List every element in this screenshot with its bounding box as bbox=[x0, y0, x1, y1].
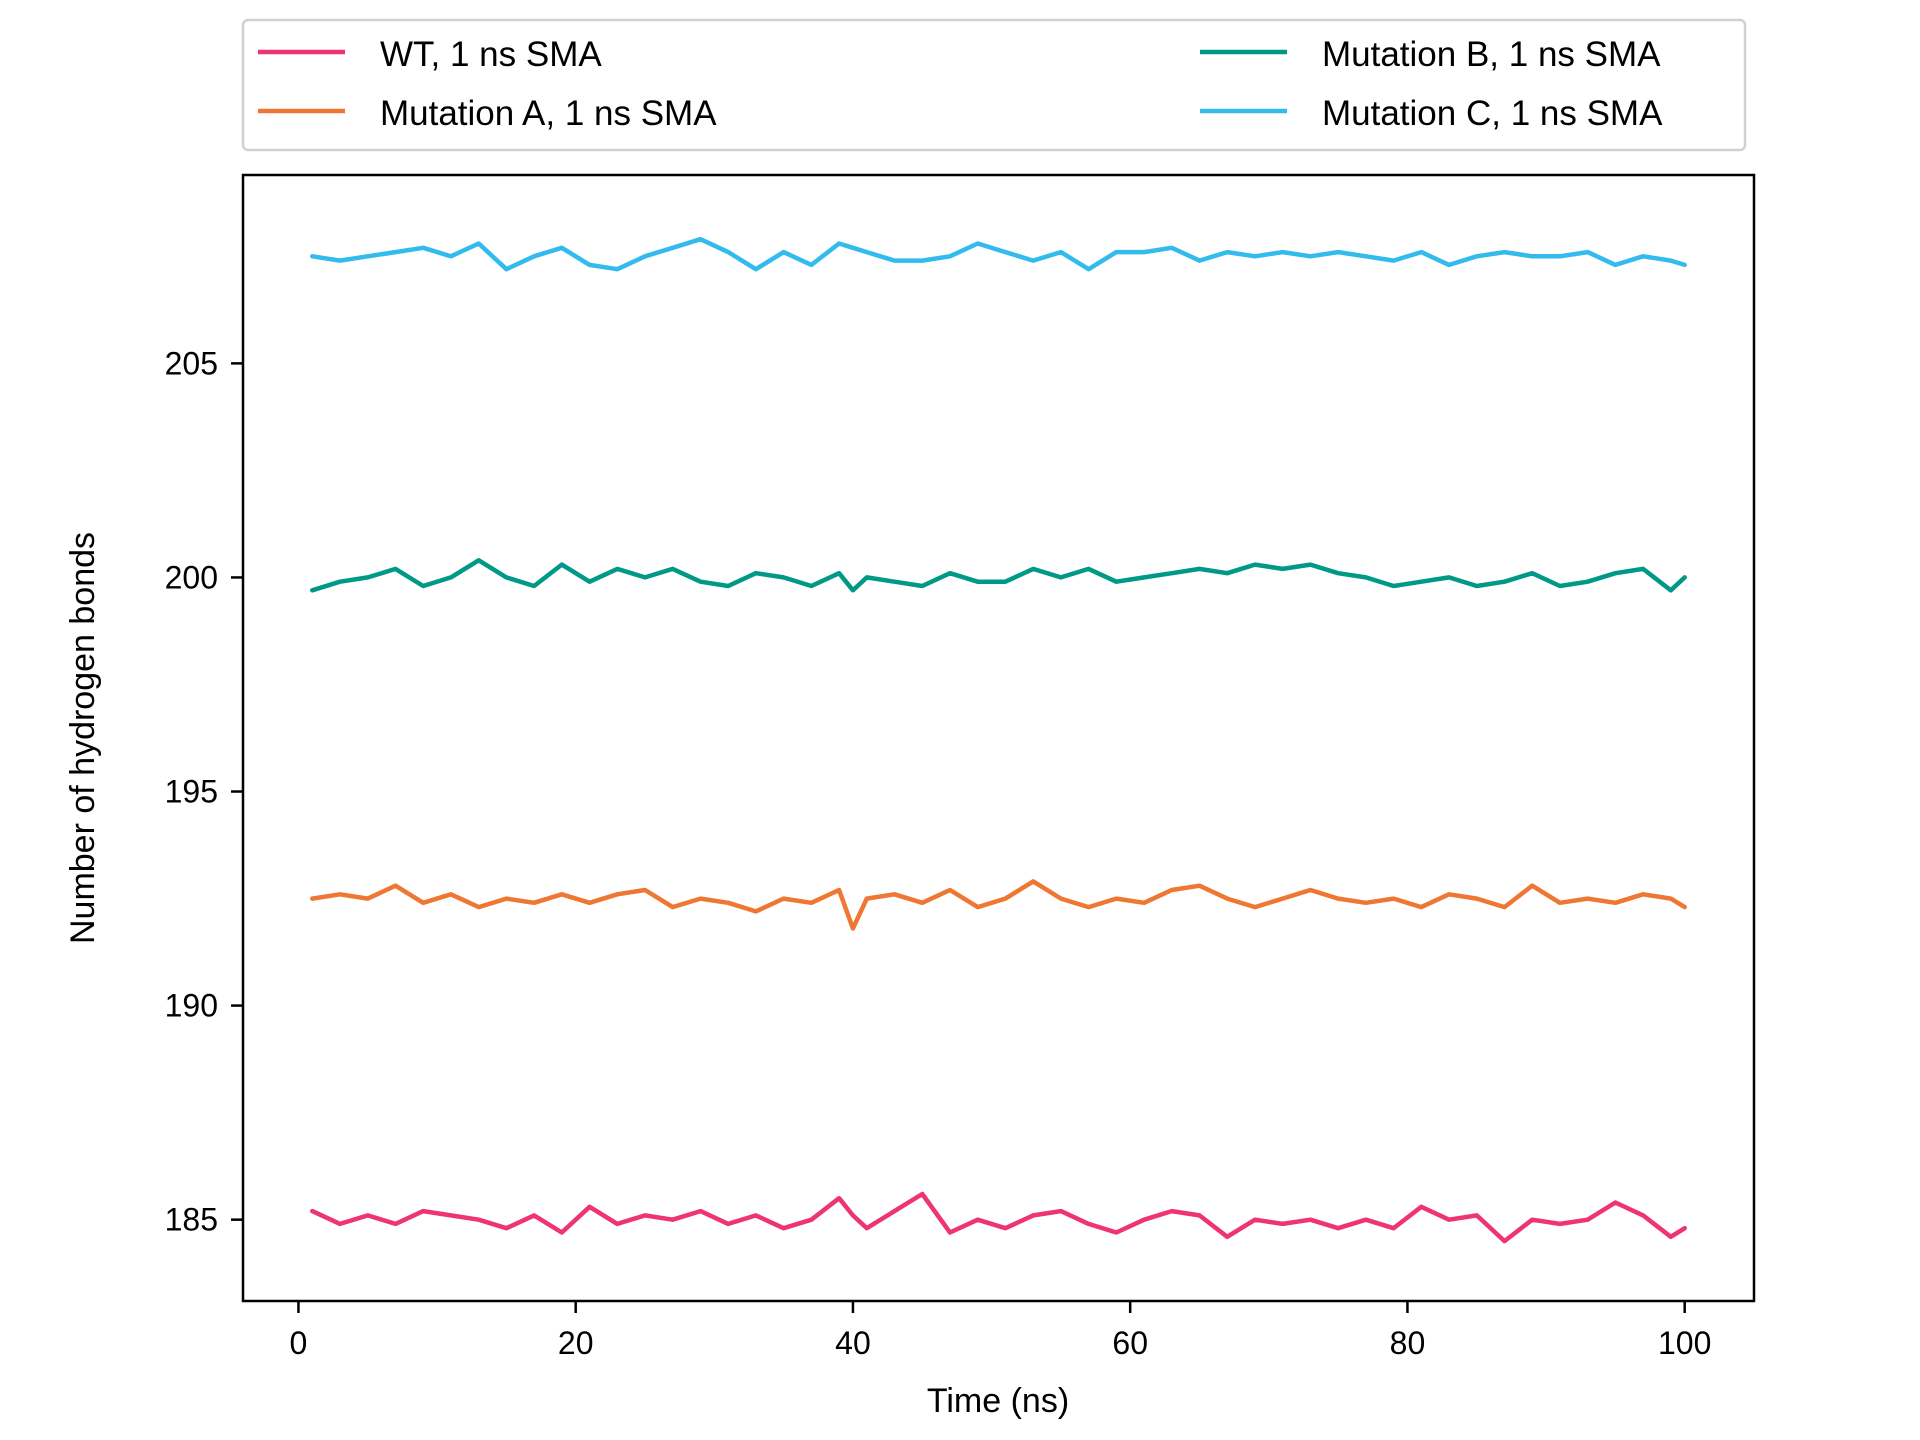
legend-label: Mutation B, 1 ns SMA bbox=[1322, 35, 1661, 74]
legend-label: Mutation C, 1 ns SMA bbox=[1322, 94, 1663, 133]
y-tick-label: 205 bbox=[165, 345, 218, 381]
y-tick-label: 195 bbox=[165, 774, 218, 810]
y-tick-label: 190 bbox=[165, 988, 218, 1024]
legend-label: Mutation A, 1 ns SMA bbox=[380, 94, 717, 133]
legend-item: Mutation C, 1 ns SMA bbox=[1200, 94, 1663, 133]
x-axis: 0 20 40 60 80 100 bbox=[290, 1301, 1711, 1361]
series-line-3 bbox=[310, 236, 1687, 272]
y-axis: 185 190 195 200 205 bbox=[165, 345, 243, 1238]
y-tick-label: 185 bbox=[165, 1202, 218, 1238]
legend: WT, 1 ns SMA Mutation A, 1 ns SMA Mutation… bbox=[241, 18, 1747, 152]
series-layer bbox=[310, 236, 1687, 1244]
x-tick-label: 40 bbox=[835, 1325, 871, 1361]
series-line-1 bbox=[310, 879, 1687, 931]
x-tick-label: 0 bbox=[290, 1325, 308, 1361]
y-tick-label: 200 bbox=[165, 559, 218, 595]
series-line-2 bbox=[310, 558, 1687, 593]
legend-box bbox=[241, 18, 1747, 152]
legend-item: Mutation A, 1 ns SMA bbox=[258, 94, 717, 133]
y-axis-label: Number of hydrogen bonds bbox=[64, 532, 102, 944]
series-line-0 bbox=[310, 1191, 1687, 1244]
legend-label: WT, 1 ns SMA bbox=[380, 35, 602, 74]
x-axis-label: Time (ns) bbox=[927, 1382, 1069, 1420]
legend-item: WT, 1 ns SMA bbox=[258, 35, 602, 74]
x-tick-label: 100 bbox=[1658, 1325, 1711, 1361]
x-tick-label: 60 bbox=[1112, 1325, 1148, 1361]
legend-item: Mutation B, 1 ns SMA bbox=[1200, 35, 1661, 74]
plot-frame bbox=[241, 173, 1756, 1303]
x-tick-label: 80 bbox=[1390, 1325, 1426, 1361]
x-tick-label: 20 bbox=[558, 1325, 594, 1361]
